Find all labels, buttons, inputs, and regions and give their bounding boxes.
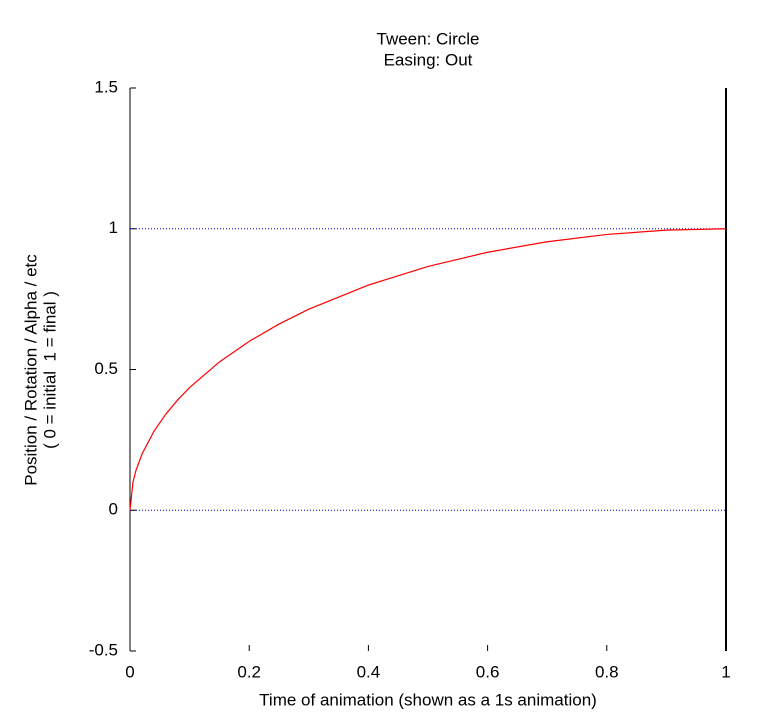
- y-axis-label: Position / Rotation / Alpha / etc: [21, 254, 40, 486]
- chart-title: Tween: Circle: [377, 29, 480, 48]
- y-tick-label: -0.5: [89, 640, 118, 659]
- y-tick-label: 0.5: [94, 359, 118, 378]
- y-tick-label: 1.5: [94, 77, 118, 96]
- x-axis-label: Time of animation (shown as a 1s animati…: [259, 690, 597, 709]
- y-tick-label: 1: [109, 218, 118, 237]
- x-tick-label: 0.8: [595, 662, 619, 681]
- x-tick-label: 0.2: [237, 662, 261, 681]
- x-tick-label: 0.6: [476, 662, 500, 681]
- y-tick-label: 0: [109, 500, 118, 519]
- chart-subtitle: Easing: Out: [384, 50, 473, 69]
- x-tick-label: 0.4: [357, 662, 381, 681]
- x-tick-label: 1: [721, 662, 730, 681]
- data-line: [129, 228, 727, 511]
- x-tick-label: 0: [125, 662, 134, 681]
- y-axis-label: ( 0 = initial 1 = final ): [40, 291, 59, 449]
